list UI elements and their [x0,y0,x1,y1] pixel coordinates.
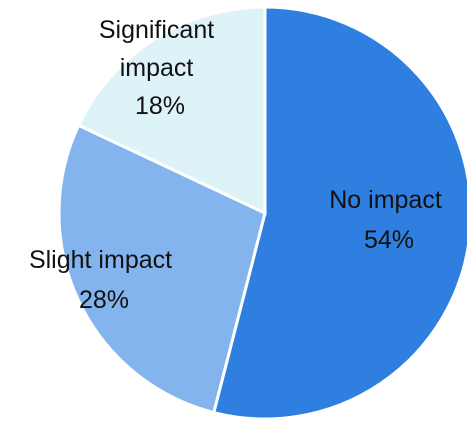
slice-label-slight-impact: Slight impact 28% [29,246,179,314]
slice-label-no-impact-value: 54% [364,226,414,254]
slice-label-significant-impact-line2: impact [120,54,194,82]
slice-label-significant-impact-value: 18% [135,92,185,120]
pie-slices [57,5,467,421]
slice-label-significant-impact-line1: Significant [99,16,214,44]
slice-label-slight-impact-value: 28% [79,286,129,314]
pie-slice-no-impact [211,5,467,421]
slice-label-slight-impact-name: Slight impact [29,246,172,274]
pie-slice-significant-impact [76,5,267,216]
slice-label-significant-impact: Significant impact 18% [99,16,221,120]
slice-label-no-impact: No impact 54% [329,186,449,254]
slice-label-no-impact-name: No impact [329,186,442,214]
pie-labels: No impact 54% Slight impact 28% Signific… [29,16,449,314]
pie-slice-slight-impact [57,123,267,415]
